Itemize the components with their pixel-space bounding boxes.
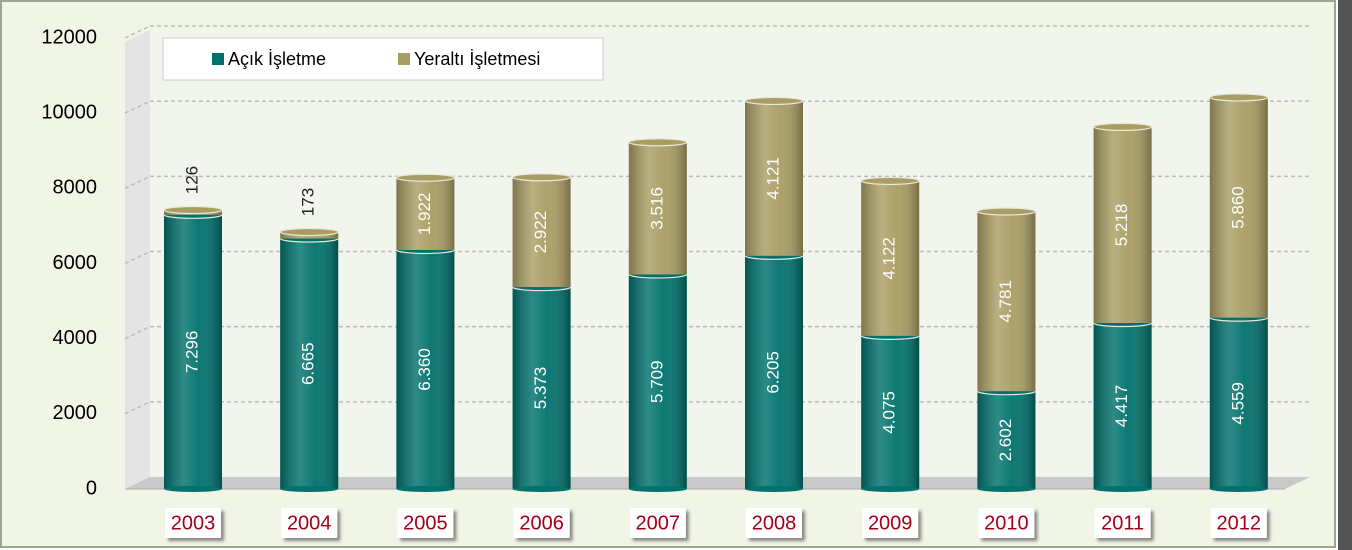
category-box xyxy=(281,508,338,538)
legend-label: Yeraltı İşletmesi xyxy=(414,49,540,69)
frame-shadow xyxy=(1338,0,1352,550)
category-box xyxy=(1094,508,1151,538)
value-label: 5.373 xyxy=(531,367,550,410)
cylinder-cap xyxy=(976,207,1037,216)
legend-swatch xyxy=(398,53,410,65)
x-tick-label: 2007 xyxy=(636,512,681,534)
grid-line-side xyxy=(124,175,151,190)
bar-shading xyxy=(280,238,339,489)
x-tick-label: 2008 xyxy=(752,512,797,534)
cylinder-base xyxy=(1093,486,1152,492)
cylinder-base xyxy=(280,486,339,492)
bar-shading xyxy=(1209,97,1268,318)
y-tick-label: 8000 xyxy=(53,177,98,199)
bar-shading xyxy=(861,335,920,489)
value-label: 5.709 xyxy=(647,360,666,403)
value-label: 4.121 xyxy=(763,157,782,200)
category-box xyxy=(513,508,570,538)
value-label: 3.516 xyxy=(647,187,666,230)
cylinder-cap xyxy=(511,173,572,182)
x-tick-label: 2005 xyxy=(403,512,448,534)
cylinder-cap xyxy=(860,176,920,186)
legend-swatch xyxy=(212,53,224,65)
value-label: 4.781 xyxy=(996,280,1015,323)
y-tick-label: 2000 xyxy=(53,402,98,424)
grid-line-side xyxy=(124,250,151,265)
category-box xyxy=(165,508,221,538)
cylinder-base xyxy=(1209,486,1268,492)
y-tick-label: 6000 xyxy=(53,252,98,274)
value-label: 6.360 xyxy=(415,348,434,391)
x-tick-label: 2012 xyxy=(1217,512,1262,534)
value-label: 6.665 xyxy=(299,342,318,385)
cylinder-base xyxy=(164,486,222,492)
bar-shading xyxy=(977,391,1036,489)
cylinder-cap xyxy=(395,173,455,182)
bar-shading xyxy=(977,211,1036,392)
value-label: 6.205 xyxy=(763,351,782,394)
y-tick-label: 12000 xyxy=(41,26,97,48)
cylinder-cap xyxy=(163,205,223,215)
category-box xyxy=(862,508,919,538)
value-label: 7.296 xyxy=(182,331,201,374)
bar-shading xyxy=(396,249,455,489)
category-box xyxy=(746,508,802,538)
cylinder-cap xyxy=(744,96,804,106)
grid-line-side xyxy=(124,401,151,415)
cylinder-base xyxy=(745,486,803,492)
value-label: 5.218 xyxy=(1112,204,1131,247)
cylinder-cap xyxy=(279,227,339,237)
cylinder-cap xyxy=(628,138,688,147)
grid-line-side xyxy=(124,25,151,39)
value-label: 4.122 xyxy=(880,237,899,280)
value-label: 4.417 xyxy=(1112,385,1131,428)
bar-shading xyxy=(1093,322,1152,489)
side-wall xyxy=(125,30,150,489)
value-label: 126 xyxy=(182,166,201,194)
y-tick-label: 4000 xyxy=(53,327,98,349)
cylinder-base xyxy=(628,486,687,492)
bar-shading xyxy=(745,100,803,256)
category-box xyxy=(1210,508,1267,538)
value-label: 4.559 xyxy=(1228,382,1247,425)
value-label: 2.602 xyxy=(996,419,1015,462)
cylinder-base xyxy=(861,486,920,492)
category-box xyxy=(978,508,1035,538)
cylinder-base xyxy=(977,486,1036,492)
bar-shading xyxy=(628,274,687,489)
grid-line-side xyxy=(124,325,151,340)
legend-label: Açık İşletme xyxy=(228,49,326,69)
bar-shading xyxy=(512,177,571,288)
category-box xyxy=(397,508,454,538)
cylinder-base xyxy=(512,486,571,492)
bar-shading xyxy=(512,287,571,489)
bar-shading xyxy=(164,214,222,490)
bar-shading xyxy=(1093,126,1152,323)
value-label: 2.922 xyxy=(531,211,550,254)
cylinder-cap xyxy=(1092,122,1153,131)
category-box xyxy=(629,508,686,538)
x-tick-label: 2010 xyxy=(984,512,1029,534)
cylinder-cap xyxy=(1209,93,1269,102)
legend-box xyxy=(162,37,604,81)
grid-line-side xyxy=(124,100,151,114)
cylinder-base xyxy=(396,486,455,492)
bar-shading xyxy=(1209,317,1268,489)
y-tick-label: 0 xyxy=(86,477,97,499)
x-tick-label: 2009 xyxy=(868,512,913,534)
x-tick-label: 2004 xyxy=(287,512,332,534)
value-label: 1.922 xyxy=(415,193,434,236)
bar-shading xyxy=(861,180,920,336)
x-tick-label: 2011 xyxy=(1101,512,1144,534)
y-tick-label: 10000 xyxy=(41,101,97,123)
x-tick-label: 2003 xyxy=(171,512,216,534)
value-label: 173 xyxy=(299,188,318,216)
bar-shading xyxy=(745,255,803,489)
value-label: 5.860 xyxy=(1228,186,1247,229)
value-label: 4.075 xyxy=(880,391,899,434)
bar-shading xyxy=(396,177,455,250)
x-tick-label: 2006 xyxy=(519,512,564,534)
bar-shading xyxy=(628,142,687,275)
